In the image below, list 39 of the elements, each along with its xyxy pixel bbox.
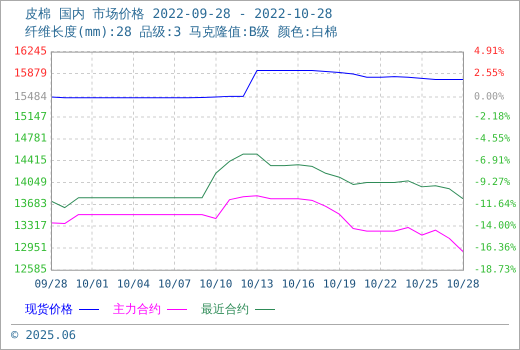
y2-tick-label: -14.00%: [474, 220, 516, 232]
y-tick-label: 15879: [14, 66, 47, 80]
y2-tick-label: -2.18%: [474, 112, 510, 123]
x-tick-label: 10/13: [240, 277, 274, 290]
y-tick-label: 15147: [14, 110, 47, 123]
y-tick-label: 14781: [14, 132, 47, 145]
x-tick-label: 10/07: [158, 277, 192, 290]
y-tick-label: 12951: [14, 240, 47, 254]
x-tick-label: 10/10: [199, 277, 232, 290]
x-tick-label: 10/01: [76, 277, 109, 290]
y-tick-label: 16245: [14, 44, 47, 58]
y2-tick-label: -6.91%: [474, 155, 510, 166]
y-tick-label: 14049: [14, 175, 47, 188]
x-tick-label: 10/22: [364, 277, 398, 290]
y2-tick-label: 0.00%: [474, 92, 504, 103]
x-tick-label: 10/04: [116, 277, 150, 290]
x-tick-label: 09/28: [34, 277, 68, 290]
y2-tick-label: -11.64%: [474, 198, 516, 210]
y-tick-label: 15484: [14, 90, 48, 103]
legend-label: 主力合约: [113, 302, 161, 316]
y2-tick-label: 2.55%: [474, 68, 504, 79]
y-tick-label: 14415: [14, 154, 47, 167]
x-tick-label: 10/28: [446, 277, 480, 290]
x-tick-label: 10/16: [282, 277, 315, 290]
chart-title: 皮棉 国内 市场价格 2022-09-28 - 2022-10-28: [25, 6, 332, 23]
text: © 2025.06: [11, 324, 509, 342]
y2-tick-label: -9.27%: [474, 177, 510, 188]
legend-label: 现货价格: [25, 302, 73, 316]
x-tick-label: 10/25: [405, 277, 438, 290]
y-tick-label: 13683: [14, 197, 47, 210]
y-tick-label: 12585: [14, 262, 47, 276]
y2-tick-label: 4.91%: [474, 46, 504, 58]
chart-subtitle: 纤维长度(mm):28 品级:3 马克隆值:B级 颜色:白棉: [25, 24, 338, 41]
y2-tick-label: -4.55%: [474, 134, 510, 145]
legend-label: 最近合约: [201, 302, 249, 316]
x-tick-label: 10/19: [322, 277, 356, 290]
y-tick-label: 13317: [14, 219, 47, 232]
y2-tick-label: -16.36%: [474, 242, 516, 254]
y2-tick-label: -18.73%: [474, 264, 516, 276]
